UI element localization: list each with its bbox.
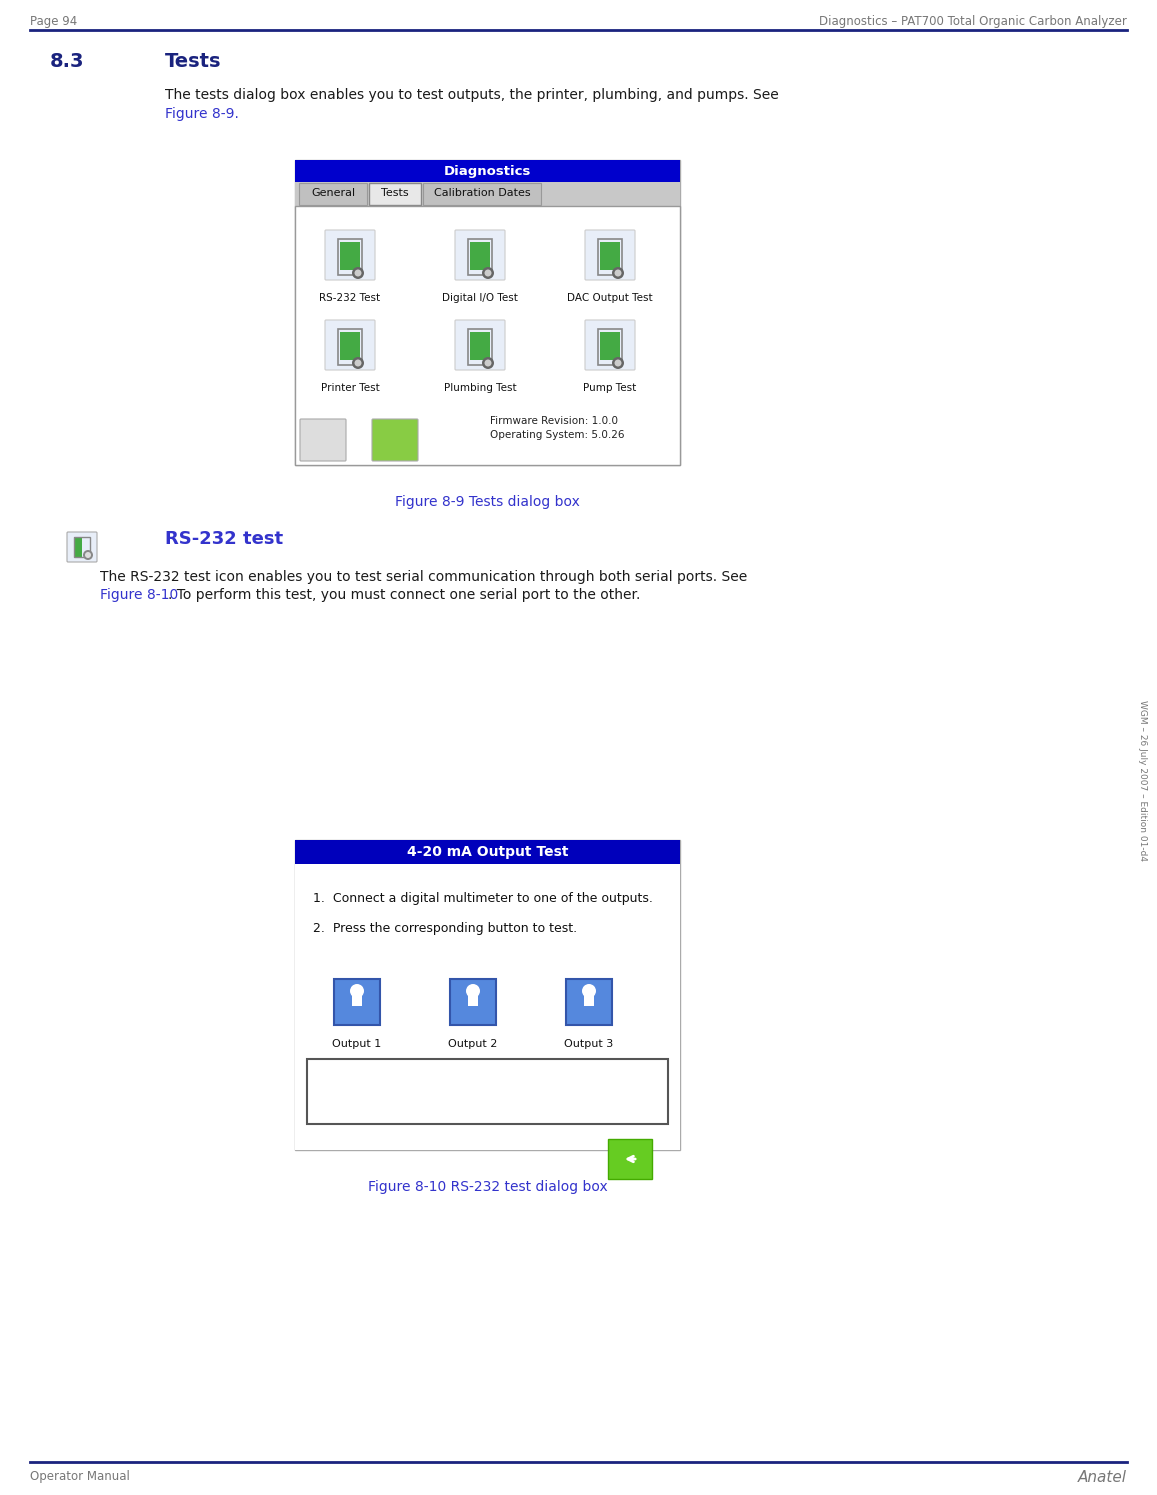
Text: RS-232 test: RS-232 test	[165, 531, 283, 549]
Bar	[600, 332, 620, 360]
FancyBboxPatch shape	[585, 230, 635, 280]
FancyBboxPatch shape	[300, 419, 346, 460]
Text: Figure 8-10: Figure 8-10	[100, 588, 178, 602]
Circle shape	[612, 357, 624, 369]
Bar	[607, 1139, 653, 1180]
Bar	[450, 979, 496, 1026]
Bar	[423, 182, 541, 205]
FancyBboxPatch shape	[455, 230, 504, 280]
Bar	[295, 206, 680, 465]
Text: Figure 8-9 Tests dialog box: Figure 8-9 Tests dialog box	[395, 495, 580, 508]
Bar	[470, 242, 491, 271]
Text: Firmware Revision: 1.0.0: Firmware Revision: 1.0.0	[491, 416, 618, 426]
Bar	[470, 332, 491, 360]
Bar	[338, 239, 362, 275]
Bar	[295, 840, 680, 1150]
Circle shape	[84, 552, 91, 558]
Bar	[352, 990, 362, 1006]
Bar	[299, 182, 367, 205]
Text: Output 3: Output 3	[565, 1039, 613, 1049]
Bar	[307, 1058, 668, 1124]
FancyBboxPatch shape	[455, 320, 504, 369]
FancyBboxPatch shape	[373, 419, 418, 460]
Circle shape	[352, 268, 364, 280]
Bar	[467, 329, 492, 365]
Text: Calibration Dates: Calibration Dates	[434, 188, 530, 197]
Bar	[334, 979, 379, 1026]
Circle shape	[614, 269, 621, 277]
Bar	[74, 537, 82, 558]
Text: Digital I/O Test: Digital I/O Test	[442, 293, 518, 303]
FancyBboxPatch shape	[585, 320, 635, 369]
Circle shape	[352, 357, 364, 369]
Text: The tests dialog box enables you to test outputs, the printer, plumbing, and pum: The tests dialog box enables you to test…	[165, 88, 779, 102]
Text: General: General	[311, 188, 355, 197]
Circle shape	[582, 984, 596, 999]
Circle shape	[485, 269, 492, 277]
Text: WGM – 26 July 2007 – Edition 01-d4: WGM – 26 July 2007 – Edition 01-d4	[1138, 700, 1148, 861]
Bar	[295, 206, 680, 465]
Bar	[74, 537, 90, 558]
Bar	[600, 242, 620, 271]
Text: DAC Output Test: DAC Output Test	[567, 293, 653, 303]
Text: Output 1: Output 1	[332, 1039, 382, 1049]
Bar	[295, 160, 680, 465]
Text: . To perform this test, you must connect one serial port to the other.: . To perform this test, you must connect…	[168, 588, 640, 602]
Text: Operator Manual: Operator Manual	[30, 1470, 130, 1483]
FancyBboxPatch shape	[67, 532, 97, 562]
Circle shape	[485, 359, 492, 366]
Bar	[598, 329, 622, 365]
Bar	[295, 160, 680, 182]
Text: 8.3: 8.3	[50, 52, 84, 70]
Text: Diagnostics: Diagnostics	[444, 164, 531, 178]
Bar	[584, 990, 594, 1006]
Text: Pump Test: Pump Test	[583, 383, 636, 393]
Bar	[369, 182, 421, 205]
Text: 4-20 mA Output Test: 4-20 mA Output Test	[407, 845, 568, 860]
FancyBboxPatch shape	[325, 320, 375, 369]
Text: Tests: Tests	[165, 52, 221, 70]
Circle shape	[354, 359, 361, 366]
Bar	[566, 979, 612, 1026]
Text: RS-232 Test: RS-232 Test	[319, 293, 381, 303]
Text: Figure 8-10 RS-232 test dialog box: Figure 8-10 RS-232 test dialog box	[368, 1180, 607, 1195]
Text: 1.  Connect a digital multimeter to one of the outputs.: 1. Connect a digital multimeter to one o…	[314, 893, 653, 904]
Bar	[338, 329, 362, 365]
Text: Anatel: Anatel	[1078, 1470, 1127, 1485]
Text: Page 94: Page 94	[30, 15, 78, 28]
Circle shape	[482, 357, 494, 369]
Bar	[295, 840, 680, 864]
Bar	[340, 332, 360, 360]
Text: Diagnostics – PAT700 Total Organic Carbon Analyzer: Diagnostics – PAT700 Total Organic Carbo…	[819, 15, 1127, 28]
Text: The RS-232 test icon enables you to test serial communication through both seria: The RS-232 test icon enables you to test…	[100, 570, 747, 585]
Text: Figure 8-9.: Figure 8-9.	[165, 108, 238, 121]
Circle shape	[354, 269, 361, 277]
Text: Tests: Tests	[381, 188, 408, 197]
Bar	[598, 239, 622, 275]
Circle shape	[83, 550, 93, 561]
Text: Printer Test: Printer Test	[320, 383, 379, 393]
Circle shape	[612, 268, 624, 280]
Bar	[340, 242, 360, 271]
Bar	[295, 182, 680, 206]
Bar	[295, 864, 680, 1150]
Circle shape	[466, 984, 480, 999]
Text: Operating System: 5.0.26: Operating System: 5.0.26	[491, 431, 625, 440]
Bar	[467, 990, 478, 1006]
Text: 2.  Press the corresponding button to test.: 2. Press the corresponding button to tes…	[314, 922, 577, 934]
Text: Output 2: Output 2	[448, 1039, 498, 1049]
Bar	[467, 239, 492, 275]
FancyBboxPatch shape	[325, 230, 375, 280]
Circle shape	[482, 268, 494, 280]
Circle shape	[614, 359, 621, 366]
Circle shape	[351, 984, 364, 999]
Text: Plumbing Test: Plumbing Test	[443, 383, 516, 393]
